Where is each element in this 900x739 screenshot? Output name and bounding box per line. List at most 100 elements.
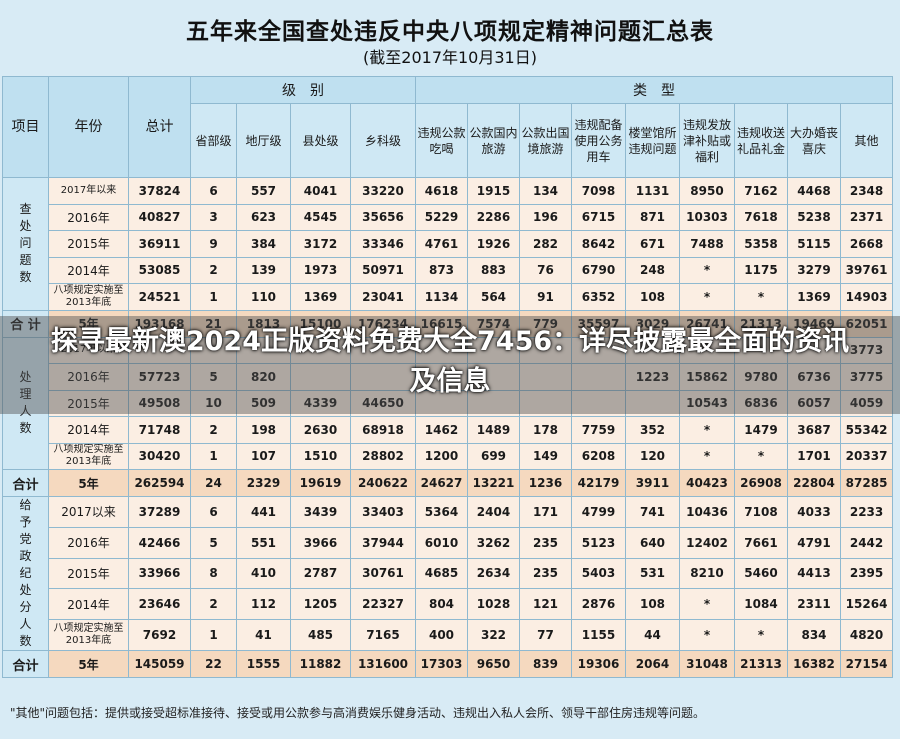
value-cell: [519, 363, 572, 391]
table-body: 项目 年份 总计 级 别 类 型 省部级 地厅级 县处级 乡科级 违规公款吃喝 公款国内旅…: [2, 76, 894, 678]
total-value-cell: 9650: [467, 650, 520, 678]
total-value-cell: 35597: [571, 309, 626, 338]
value-cell: 35656: [350, 203, 416, 231]
value-cell: 7759: [571, 416, 626, 444]
value-cell: 1369: [290, 283, 351, 311]
value-cell: *: [734, 283, 788, 311]
header-level: 县处级: [290, 103, 351, 178]
table-row: 2014年 71748 2 198 2630 68918 1462 1489 178 7759 35…: [3, 416, 894, 444]
value-cell: 76: [519, 256, 572, 284]
value-cell: 8950: [679, 177, 735, 205]
table-row: 处理人数 2017年以来 3773: [2, 336, 894, 470]
total-value-cell: 1813: [236, 309, 291, 338]
footnote: "其他"问题包括：提供或接受超标准接待、接受或用公款参与高消费娱乐健身活动、违规…: [10, 706, 706, 720]
value-cell: 1205: [290, 588, 351, 621]
total-value-cell: 19619: [290, 469, 351, 497]
total-value-cell: 24: [190, 469, 237, 497]
value-cell: 139: [236, 256, 291, 284]
value-cell: 248: [625, 256, 680, 284]
table-row: 八项规定实施至2013年底 7692 1 41 485 7165 400 322 77 1155 4…: [3, 619, 894, 651]
table-row: 给予党政纪处分人数 2017以来 37289 6 441 3439 33403 5364 240…: [2, 496, 894, 651]
table-title: 五年来全国查处违反中央八项规定精神问题汇总表: [186, 19, 714, 45]
value-cell: [467, 336, 520, 364]
value-cell: 551: [236, 526, 291, 559]
value-cell: 235: [519, 557, 572, 590]
value-cell: 4685: [415, 557, 468, 590]
total-value-cell: 26741: [679, 309, 735, 338]
value-cell: 3439: [290, 496, 351, 528]
value-cell: 121: [519, 588, 572, 621]
total-value-cell: 145059: [128, 650, 191, 678]
value-cell: 107: [236, 442, 291, 470]
value-cell: 6715: [571, 203, 626, 231]
year-cell: 八项规定实施至2013年底: [48, 283, 129, 311]
value-cell: 6836: [734, 389, 788, 417]
total-value-cell: 22804: [787, 469, 841, 497]
value-cell: 149: [519, 442, 572, 470]
value-cell: 5115: [787, 230, 841, 258]
value-cell: 883: [467, 256, 520, 284]
overlay-band: [0, 316, 900, 414]
total-value-cell: 131600: [350, 650, 416, 678]
value-cell: 4618: [415, 177, 468, 205]
value-cell: [625, 389, 680, 417]
value-cell: 8210: [679, 557, 735, 590]
value-cell: 24521: [128, 283, 191, 311]
total-label: 合 计: [2, 309, 49, 338]
value-cell: [467, 363, 520, 391]
header-type: 楼堂馆所违规问题: [625, 103, 680, 178]
total-value-cell: 193168: [128, 309, 191, 338]
header-item: 项目: [2, 76, 49, 178]
value-cell: 2787: [290, 557, 351, 590]
total-value-cell: 22: [190, 650, 237, 678]
value-cell: 33346: [350, 230, 416, 258]
value-cell: 7692: [128, 619, 191, 651]
value-cell: 741: [625, 496, 680, 528]
value-cell: 5: [190, 363, 237, 391]
total-value-cell: 24627: [415, 469, 468, 497]
value-cell: [679, 336, 735, 364]
value-cell: 5460: [734, 557, 788, 590]
value-cell: *: [679, 619, 735, 651]
value-cell: 2442: [839, 526, 894, 559]
value-cell: 873: [415, 256, 468, 284]
value-cell: *: [734, 619, 788, 651]
value-cell: 820: [236, 363, 291, 391]
value-cell: 4791: [787, 526, 841, 559]
total-value-cell: 779: [519, 309, 572, 338]
total-value-cell: 16382: [787, 650, 841, 678]
value-cell: 30761: [350, 557, 416, 590]
table-row: 2016年 42466 5 551 3966 37944 6010 3262 235 5123 64…: [3, 526, 894, 559]
value-cell: 6: [190, 496, 237, 528]
header-total: 总计: [128, 76, 191, 178]
value-cell: 322: [467, 619, 520, 651]
value-cell: 1479: [734, 416, 788, 444]
header-type: 其他: [839, 103, 894, 178]
value-cell: 7618: [734, 203, 788, 231]
header-level: 地厅级: [236, 103, 291, 178]
year-cell: 2014年: [48, 588, 129, 621]
value-cell: 134: [519, 177, 572, 205]
value-cell: 2: [190, 256, 237, 284]
value-cell: 10: [190, 389, 237, 417]
value-cell: 77: [519, 619, 572, 651]
year-cell: 2015年: [48, 557, 129, 590]
total-value-cell: 19469: [787, 309, 841, 338]
total-value-cell: 42179: [571, 469, 626, 497]
value-cell: 57723: [128, 363, 191, 391]
year-cell: 2015年: [48, 389, 129, 417]
table-subtitle: (截至2017年10月31日): [363, 48, 537, 67]
value-cell: 2876: [571, 588, 626, 621]
value-cell: *: [734, 442, 788, 470]
total-value-cell: 31048: [679, 650, 735, 678]
value-cell: 804: [415, 588, 468, 621]
value-cell: 1084: [734, 588, 788, 621]
value-cell: 12402: [679, 526, 735, 559]
value-cell: 33966: [128, 557, 191, 590]
total-value-cell: 262594: [128, 469, 191, 497]
header-year: 年份: [48, 76, 129, 178]
value-cell: 410: [236, 557, 291, 590]
value-cell: 1462: [415, 416, 468, 444]
value-cell: 68918: [350, 416, 416, 444]
value-cell: 2233: [839, 496, 894, 528]
